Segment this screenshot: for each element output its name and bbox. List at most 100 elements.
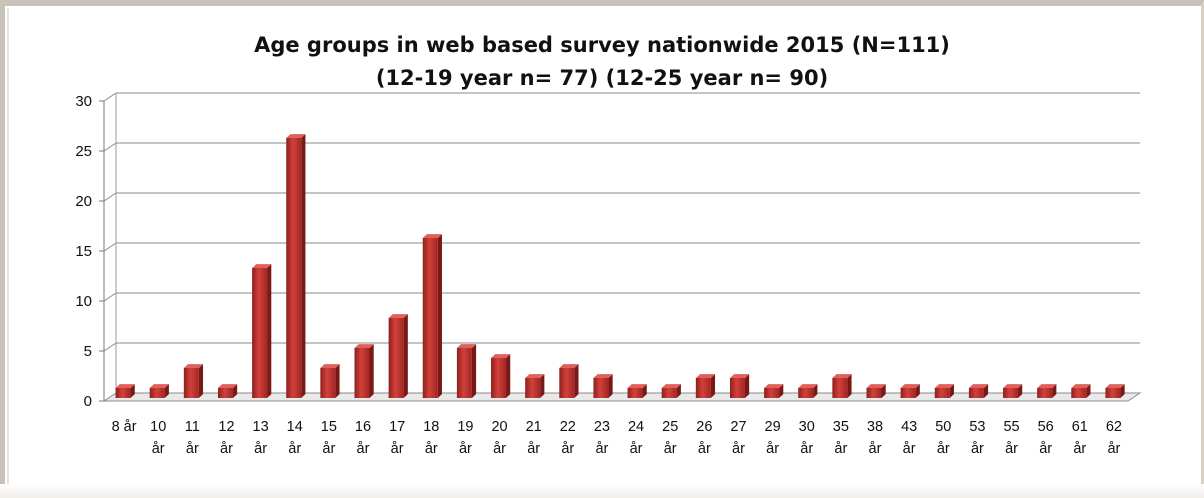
bar-side (437, 234, 442, 398)
x-tick-label: 21 (526, 419, 542, 435)
chart-title: Age groups in web based survey nationwid… (254, 33, 950, 57)
chart-subtitle: (12-19 year n= 77) (12-25 year n= 90) (375, 66, 829, 90)
bar (1105, 384, 1125, 398)
bar (1071, 384, 1091, 398)
x-tick-label: år (766, 441, 779, 457)
x-tick-label: år (186, 441, 199, 457)
x-tick-label: 20 (491, 419, 507, 435)
bar-front (422, 238, 438, 398)
bar-top (1037, 384, 1057, 388)
bar-top (832, 374, 852, 378)
bar-side (847, 374, 852, 398)
bar-top (968, 384, 989, 388)
bar-top (286, 134, 306, 138)
bar-front (286, 138, 302, 398)
x-tick-label: år (664, 441, 677, 457)
bar-side (642, 384, 647, 398)
bar-side (369, 344, 374, 398)
x-tick-label: år (971, 441, 984, 457)
bar (422, 234, 442, 398)
bar (593, 374, 613, 398)
bar (559, 364, 579, 398)
x-tick-label: år (1039, 441, 1052, 457)
bar-front (866, 388, 882, 398)
gridline-depth (103, 192, 117, 202)
bar (866, 384, 886, 398)
bar-top (866, 384, 886, 388)
bar-side (915, 384, 920, 398)
bar-side (881, 384, 886, 398)
x-tick-label: 56 (1038, 419, 1054, 435)
bar-front (729, 378, 745, 398)
bar-top (252, 264, 272, 268)
bar-front (798, 388, 814, 398)
x-tick-label: år (800, 441, 813, 457)
x-tick-label: år (357, 441, 370, 457)
bar (661, 384, 681, 398)
y-tick-label: 5 (84, 343, 92, 360)
bar-top (661, 384, 681, 388)
bar-top (798, 384, 818, 388)
bar-top (388, 314, 408, 318)
y-tick-label: 15 (75, 243, 92, 260)
x-tick-label: år (493, 441, 506, 457)
bar-front (1071, 388, 1087, 398)
x-tick-label: år (527, 441, 540, 457)
bar-top (525, 374, 545, 378)
x-tick-label: 14 (287, 419, 303, 435)
bar-top (320, 364, 340, 368)
x-tick-label: år (1107, 441, 1120, 457)
bar-side (1086, 384, 1091, 398)
bar-top (764, 384, 784, 388)
bar-front (832, 378, 848, 398)
bar-top (900, 384, 920, 388)
bar-side (710, 374, 716, 398)
x-axis-labels: 8 år 10 år 11 år 12 år 13 år 14 år 15 år 16 år 17 år 18 år… (112, 419, 1122, 457)
bar-top (934, 384, 954, 388)
bar-front (627, 388, 643, 398)
bar-top (183, 364, 204, 368)
bar-top (354, 344, 374, 348)
x-tick-label: 15 (321, 419, 337, 435)
gridline-depth (103, 92, 117, 102)
x-tick-label: 27 (730, 419, 746, 435)
x-tick-label: år (1073, 441, 1086, 457)
bar (491, 354, 511, 398)
bar-side (949, 384, 954, 398)
bar-front (149, 388, 165, 398)
bar (320, 364, 340, 398)
bar (900, 384, 920, 398)
bar (798, 384, 818, 398)
y-tick-label: 0 (84, 393, 92, 410)
bar-front (661, 388, 677, 398)
x-tick-label: år (1005, 441, 1018, 457)
bar (286, 134, 306, 398)
bar-front (968, 388, 984, 398)
bar-top (559, 364, 579, 368)
bar-top (115, 384, 135, 388)
x-tick-label: år (937, 441, 950, 457)
y-tick-label: 30 (75, 93, 92, 110)
x-tick-label: 23 (594, 419, 610, 435)
bar-top (149, 384, 169, 388)
bar (1037, 384, 1057, 398)
bar-front (559, 368, 575, 398)
bar-top (422, 234, 442, 238)
bar-top (627, 384, 647, 388)
bar-top (729, 374, 750, 378)
x-tick-label: år (220, 441, 233, 457)
bar-front (764, 388, 780, 398)
bar-side (164, 384, 169, 398)
x-tick-label: år (630, 441, 643, 457)
x-tick-label: 8 år (112, 419, 137, 435)
bar (115, 384, 135, 398)
bar-front (900, 388, 916, 398)
bar (388, 314, 408, 398)
bar-top (1105, 384, 1125, 388)
x-tick-label: år (152, 441, 165, 457)
x-tick-label: 25 (662, 419, 678, 435)
gridline-depth (103, 142, 117, 152)
x-tick-label: år (288, 441, 301, 457)
bar-side (232, 384, 238, 398)
bar-side (1052, 384, 1057, 398)
